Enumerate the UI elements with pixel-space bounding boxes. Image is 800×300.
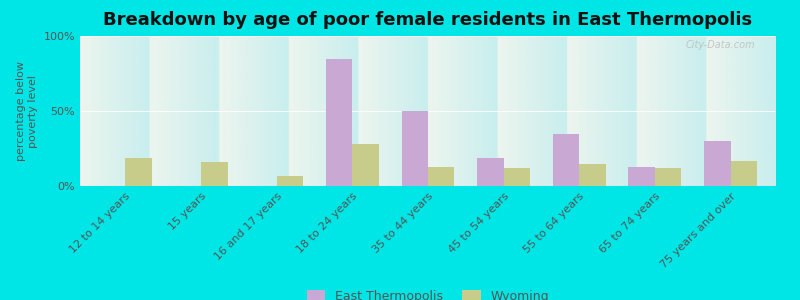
Bar bbox=[201, 162, 227, 186]
Bar bbox=[553, 134, 579, 186]
Bar bbox=[402, 111, 428, 186]
Title: Breakdown by age of poor female residents in East Thermopolis: Breakdown by age of poor female resident… bbox=[103, 11, 753, 29]
Bar bbox=[428, 167, 454, 186]
Bar bbox=[277, 176, 303, 186]
Text: City-Data.com: City-Data.com bbox=[686, 40, 755, 50]
Bar bbox=[126, 158, 152, 186]
Bar bbox=[504, 168, 530, 186]
Legend: East Thermopolis, Wyoming: East Thermopolis, Wyoming bbox=[302, 285, 554, 300]
Bar bbox=[352, 144, 379, 186]
Bar bbox=[629, 167, 655, 186]
Bar bbox=[579, 164, 606, 186]
Bar bbox=[326, 58, 352, 186]
Y-axis label: percentage below
poverty level: percentage below poverty level bbox=[16, 61, 38, 161]
Bar bbox=[477, 158, 504, 186]
Bar bbox=[655, 168, 682, 186]
Bar bbox=[730, 160, 757, 186]
Bar bbox=[704, 141, 730, 186]
